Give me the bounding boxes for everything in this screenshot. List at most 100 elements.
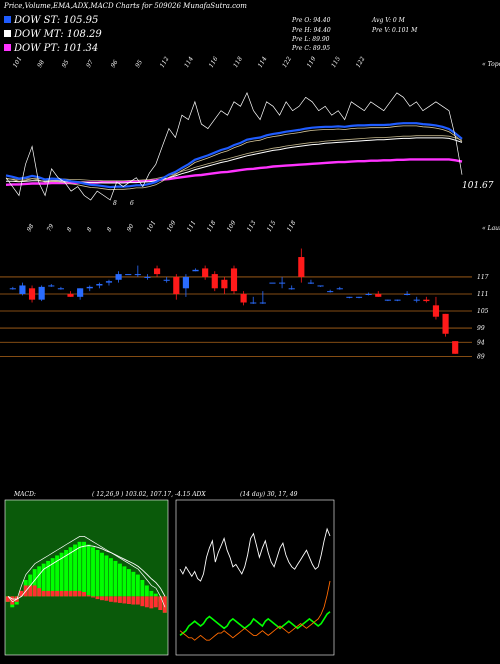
- candle-body: [134, 274, 141, 276]
- macd-hist-bar: [37, 588, 42, 597]
- macd-bar: [91, 547, 95, 597]
- candle-body: [48, 285, 55, 287]
- legend-swatch-st: [4, 16, 11, 23]
- legend-swatch-pt: [4, 44, 11, 51]
- ema-top-label: 114: [257, 55, 269, 69]
- ema-top-label: 112: [159, 55, 171, 69]
- macd-bar: [149, 590, 154, 597]
- macd-bar: [126, 569, 131, 597]
- candle-top-label: 8: [106, 226, 114, 233]
- chart-title: Price,Volume,EMA,ADX,MACD Charts for 509…: [3, 2, 247, 10]
- candle-body: [336, 288, 343, 290]
- macd-hist-bar: [86, 595, 91, 597]
- candle-body: [394, 299, 401, 301]
- macd-bar: [100, 552, 104, 597]
- macd-hist-bar: [46, 590, 51, 597]
- legend-pt: DOW PT: 101.34: [13, 43, 98, 54]
- candle-body: [38, 286, 45, 300]
- macd-bar: [82, 541, 87, 597]
- candle-body: [67, 293, 74, 297]
- macd-bar: [37, 566, 42, 597]
- macd-line: [7, 536, 166, 608]
- macd-hist-bar: [117, 596, 122, 603]
- gridline-label: 105: [477, 308, 489, 315]
- macd-hist-bar: [122, 596, 127, 604]
- ema-top-label: 119: [306, 55, 318, 69]
- macd-hist-bar: [113, 596, 118, 603]
- macd-hist-bar: [28, 585, 33, 597]
- macd-hist-bar: [91, 596, 95, 598]
- macd-bar: [108, 558, 113, 597]
- macd-bar: [144, 585, 149, 597]
- ema-mid-label: 8: [113, 200, 117, 207]
- candle-top-label: 8: [66, 226, 74, 233]
- macd-hist-bar: [126, 596, 131, 604]
- candle-top-label: 8: [86, 226, 94, 233]
- macd-hist-bar: [64, 590, 69, 597]
- macd-bar: [140, 580, 145, 597]
- adx-line: [179, 527, 331, 582]
- macd-hist-bar: [149, 596, 154, 609]
- candle-panel: 98 79 8 8 8 90 101 109 111 118 109 113 115 118 « Lauro…: [0, 219, 500, 360]
- ema-top-label: 95: [134, 59, 144, 69]
- ema-top-label: 122: [355, 55, 367, 69]
- macd-bar: [32, 569, 37, 597]
- candle-body: [250, 302, 257, 304]
- ema-top-label: 96: [110, 59, 120, 69]
- ema-top-right-label: « Topo: [482, 61, 500, 68]
- candle-body: [307, 282, 315, 284]
- macd-bar: [104, 555, 109, 597]
- ema-top-label: 118: [232, 55, 244, 69]
- macd-bar: [113, 560, 118, 597]
- macd-bar: [95, 550, 100, 597]
- candle-body: [279, 282, 286, 284]
- candle-body: [288, 288, 295, 290]
- candle-top-label: 101: [146, 220, 158, 233]
- ema-top-label: 122: [281, 55, 293, 69]
- ema-mid-line-2: [6, 135, 463, 182]
- price-info: Pre O: 94.40 Pre H: 94.40 Pre L: 89.90 P…: [291, 17, 418, 52]
- macd-bar: [153, 593, 158, 597]
- ema-mid-label: 6: [130, 200, 134, 207]
- macd-hist-bar: [68, 590, 73, 597]
- macd-signal-line: [7, 545, 166, 600]
- candle-body: [259, 302, 266, 304]
- macd-hist-bar: [162, 596, 167, 613]
- candle-top-label: 118: [286, 219, 298, 233]
- candle-top-label: 115: [266, 219, 278, 233]
- ema-top-label: 116: [208, 55, 220, 69]
- macd-hist-bar: [100, 596, 104, 601]
- ema-panel: 101 98 95 97 96 95 112 114 116 118 114 122 119 115 122…: [5, 55, 500, 207]
- macd-hist-bar: [59, 590, 64, 597]
- macd-hist-bar: [73, 590, 78, 597]
- legend: DOW ST: 105.95 DOW MT: 108.29 DOW PT: 10…: [4, 15, 102, 54]
- candle-top-label: 90: [126, 223, 136, 233]
- macd-panel: [4, 499, 169, 656]
- macd-bar: [41, 563, 46, 597]
- ema-top-label: 115: [330, 55, 342, 69]
- candle-body: [230, 268, 238, 292]
- macd-hist-bar: [158, 596, 163, 610]
- macd-hist-bar: [82, 592, 87, 597]
- candle-body: [413, 299, 420, 301]
- ema-top-label: 97: [85, 59, 95, 69]
- candle-top-label: 118: [206, 219, 218, 233]
- legend-mt: DOW MT: 108.29: [13, 29, 102, 40]
- candle-top-label: 79: [46, 223, 56, 233]
- macd-bar: [50, 558, 55, 597]
- last-price-label: 101.67: [462, 181, 494, 191]
- candle-body: [317, 285, 324, 287]
- macd-bar: [64, 550, 69, 597]
- minus-di-line: [179, 580, 331, 641]
- candle-body: [211, 274, 218, 289]
- macd-hist-bar: [95, 596, 100, 600]
- macd-hist-bar: [153, 596, 158, 608]
- gridline-label: 111: [477, 291, 488, 298]
- macd-label: MACD:: [13, 491, 36, 498]
- macd-hist-bar: [32, 585, 37, 597]
- gridline-label: 99: [477, 325, 485, 332]
- candle-body: [115, 274, 122, 280]
- candle-body: [105, 281, 113, 283]
- macd-hist-bar: [55, 590, 60, 597]
